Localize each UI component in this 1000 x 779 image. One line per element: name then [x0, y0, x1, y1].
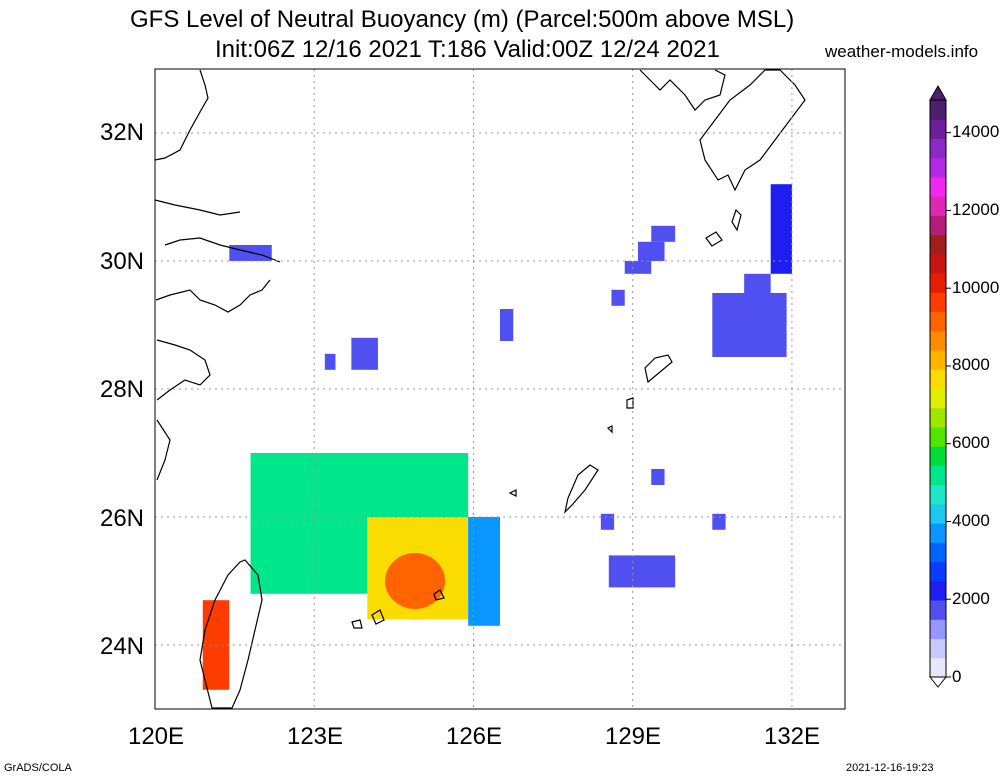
colorbar-tick-8000: 8000 [952, 355, 990, 374]
field-cell-7 [651, 225, 676, 242]
colorbar-segment-20 [930, 273, 946, 293]
colorbar-frame [929, 99, 947, 678]
colorbar-segment-4 [930, 580, 946, 601]
colorbar-segment-28 [930, 119, 946, 139]
lat-tick-32n: 32N [99, 119, 144, 146]
field-maximum [385, 553, 446, 609]
lon-tick-126e: 126E [445, 723, 503, 750]
island-okinawa [563, 464, 599, 514]
colorbar-tick-2000: 2000 [952, 589, 990, 608]
colorbar-bottom-arrow [928, 676, 948, 688]
colorbar [928, 84, 951, 688]
field-cell-4 [611, 289, 625, 306]
field-cell-1 [324, 353, 336, 370]
colorbar-segment-24 [930, 196, 946, 216]
colorbar-segment-10 [930, 465, 946, 486]
colorbar-segment-26 [930, 157, 946, 178]
chart-title: GFS Level of Neutral Buoyancy (m) (Parce… [130, 6, 795, 33]
lat-tick-24n: 24N [99, 633, 144, 660]
field-cell-5 [624, 261, 652, 274]
field-cell-3 [500, 309, 514, 341]
colorbar-segment-9 [930, 484, 946, 505]
field-cell-8 [712, 293, 787, 357]
colorbar-segment-17 [930, 330, 946, 351]
field-cell-17 [468, 517, 500, 626]
lon-tick-132e: 132E [763, 723, 821, 750]
colorbar-segment-23 [930, 215, 946, 236]
field-cell-12 [600, 513, 615, 530]
colorbar-tick-6000: 6000 [952, 433, 990, 452]
colorbar-segment-19 [930, 292, 946, 313]
colorbar-segment-5 [930, 561, 946, 582]
colorbar-tick-12000: 12000 [952, 200, 1000, 219]
island-miyako [433, 589, 445, 601]
island-small [508, 397, 634, 497]
site-label: weather-models.info [825, 42, 979, 61]
coastline-korea [639, 69, 726, 111]
colorbar-segment-27 [930, 138, 946, 159]
island-ishigaki [351, 609, 385, 629]
field-cell-10 [770, 184, 792, 274]
coastline-taiwan [199, 559, 263, 709]
island-tanegashima [731, 208, 742, 232]
island-yakushima [705, 231, 723, 247]
grid-lines [155, 69, 845, 709]
colorbar-segment-6 [930, 542, 946, 563]
colorbar-tick-0: 0 [952, 667, 962, 686]
colorbar-segment-13 [930, 407, 946, 428]
colorbar-segment-16 [930, 350, 946, 370]
colorbar-segment-0 [930, 657, 946, 678]
field-cell-9 [744, 273, 771, 293]
colorbar-segment-18 [930, 311, 946, 332]
chart-subtitle: Init:06Z 12/16 2021 T:186 Valid:00Z 12/2… [215, 36, 720, 63]
field-cell-13 [712, 513, 726, 530]
field-cell-11 [608, 555, 676, 588]
colorbar-segment-7 [930, 523, 946, 543]
island-amami [644, 354, 673, 384]
colorbar-segment-21 [930, 253, 946, 274]
lat-tick-26n: 26N [99, 505, 144, 532]
colorbar-segment-22 [930, 234, 946, 255]
lon-tick-129e: 129E [604, 723, 662, 750]
colorbar-segment-2 [930, 619, 946, 640]
footer-timestamp: 2021-12-16-19:23 [846, 762, 934, 774]
colorbar-segment-1 [930, 638, 946, 659]
coastline-china [154, 69, 281, 481]
colorbar-tick-4000: 4000 [952, 511, 990, 530]
colorbar-segment-8 [930, 503, 946, 524]
plot-frame [154, 68, 846, 710]
colorbar-segment-14 [930, 388, 946, 409]
lon-tick-120e: 120E [127, 723, 185, 750]
buoyancy-field [202, 184, 792, 690]
lon-tick-123e: 123E [286, 723, 344, 750]
lat-tick-30n: 30N [99, 248, 144, 275]
footer-credit: GrADS/COLA [4, 762, 72, 774]
colorbar-segment-15 [930, 369, 946, 389]
colorbar-segment-29 [930, 100, 946, 120]
field-cell-2 [351, 337, 378, 370]
colorbar-tick-14000: 14000 [952, 122, 1000, 141]
colorbar-tick-10000: 10000 [952, 278, 1000, 297]
colorbar-top-arrow [929, 84, 947, 101]
colorbar-segment-12 [930, 426, 946, 447]
colorbar-segment-25 [930, 176, 946, 197]
coastline-kyushu [699, 69, 806, 192]
coastlines [154, 69, 806, 709]
lat-tick-28n: 28N [99, 376, 144, 403]
field-cell-6 [638, 241, 665, 261]
colorbar-segment-3 [930, 600, 946, 620]
field-cell-14 [651, 469, 665, 485]
colorbar-segment-11 [930, 446, 946, 466]
